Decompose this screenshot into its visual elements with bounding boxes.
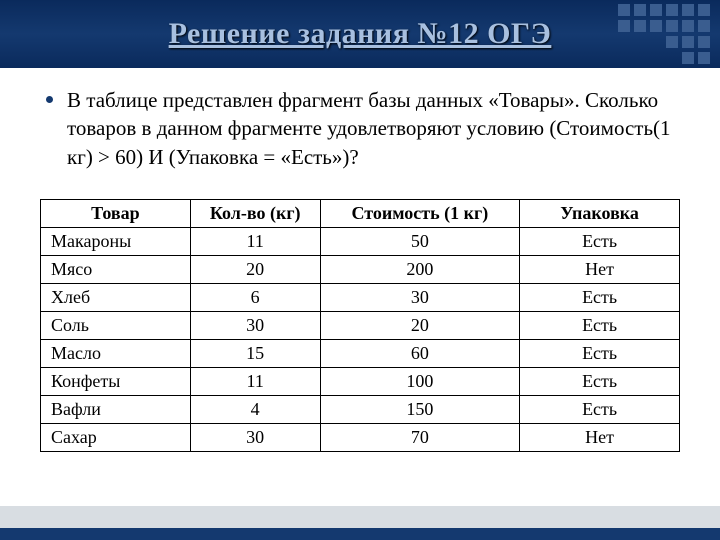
- table-cell: 15: [190, 340, 320, 368]
- deco-square: [698, 4, 710, 16]
- table-row: Конфеты11100Есть: [41, 368, 680, 396]
- table-cell: Есть: [520, 228, 680, 256]
- table-cell: 20: [320, 312, 520, 340]
- table-cell: Соль: [41, 312, 191, 340]
- problem-block: В таблице представлен фрагмент базы данн…: [40, 86, 680, 171]
- deco-square: [666, 4, 678, 16]
- table-body: Макароны1150ЕстьМясо20200НетХлеб630ЕстьС…: [41, 228, 680, 452]
- deco-square: [682, 20, 694, 32]
- table-col-header: Стоимость (1 кг): [320, 200, 520, 228]
- table-col-header: Упаковка: [520, 200, 680, 228]
- deco-square: [650, 20, 662, 32]
- table-row: Мясо20200Нет: [41, 256, 680, 284]
- table-cell: Вафли: [41, 396, 191, 424]
- header-decoration: [610, 0, 720, 68]
- table-cell: Макароны: [41, 228, 191, 256]
- deco-square: [634, 4, 646, 16]
- table-col-header: Товар: [41, 200, 191, 228]
- table-cell: Масло: [41, 340, 191, 368]
- deco-square: [682, 4, 694, 16]
- table-cell: Есть: [520, 284, 680, 312]
- deco-square: [650, 4, 662, 16]
- deco-square: [682, 36, 694, 48]
- table-cell: 30: [190, 312, 320, 340]
- table-col-header: Кол-во (кг): [190, 200, 320, 228]
- table-cell: 30: [320, 284, 520, 312]
- table-row: Соль3020Есть: [41, 312, 680, 340]
- table-cell: 20: [190, 256, 320, 284]
- page-title: Решение задания №12 ОГЭ: [169, 17, 552, 51]
- table-cell: Сахар: [41, 424, 191, 452]
- table-cell: 200: [320, 256, 520, 284]
- footer-bar: [0, 506, 720, 528]
- goods-table: ТоварКол-во (кг)Стоимость (1 кг)Упаковка…: [40, 199, 680, 452]
- deco-square: [618, 4, 630, 16]
- footer-accent: [0, 528, 720, 540]
- table-cell: Есть: [520, 368, 680, 396]
- slide-header: Решение задания №12 ОГЭ: [0, 0, 720, 68]
- table-row: Вафли4150Есть: [41, 396, 680, 424]
- table-cell: 70: [320, 424, 520, 452]
- deco-square: [682, 52, 694, 64]
- deco-square: [634, 20, 646, 32]
- table-cell: 11: [190, 228, 320, 256]
- table-cell: Конфеты: [41, 368, 191, 396]
- content-area: В таблице представлен фрагмент базы данн…: [0, 68, 720, 452]
- deco-square: [698, 36, 710, 48]
- table-row: Сахар3070Нет: [41, 424, 680, 452]
- problem-text: В таблице представлен фрагмент базы данн…: [67, 86, 680, 171]
- table-cell: 100: [320, 368, 520, 396]
- table-cell: Есть: [520, 340, 680, 368]
- deco-square: [666, 20, 678, 32]
- table-cell: Мясо: [41, 256, 191, 284]
- deco-square: [618, 20, 630, 32]
- table-cell: Есть: [520, 312, 680, 340]
- table-cell: Нет: [520, 256, 680, 284]
- table-cell: 4: [190, 396, 320, 424]
- table-cell: 60: [320, 340, 520, 368]
- table-row: Масло1560Есть: [41, 340, 680, 368]
- table-cell: 30: [190, 424, 320, 452]
- table-cell: 6: [190, 284, 320, 312]
- deco-square: [666, 36, 678, 48]
- deco-square: [698, 20, 710, 32]
- table-row: Хлеб630Есть: [41, 284, 680, 312]
- table-cell: Хлеб: [41, 284, 191, 312]
- table-cell: 11: [190, 368, 320, 396]
- table-cell: 150: [320, 396, 520, 424]
- table-cell: Есть: [520, 396, 680, 424]
- table-row: Макароны1150Есть: [41, 228, 680, 256]
- table-cell: Нет: [520, 424, 680, 452]
- table-cell: 50: [320, 228, 520, 256]
- deco-square: [698, 52, 710, 64]
- bullet-icon: [46, 96, 53, 103]
- table-header-row: ТоварКол-во (кг)Стоимость (1 кг)Упаковка: [41, 200, 680, 228]
